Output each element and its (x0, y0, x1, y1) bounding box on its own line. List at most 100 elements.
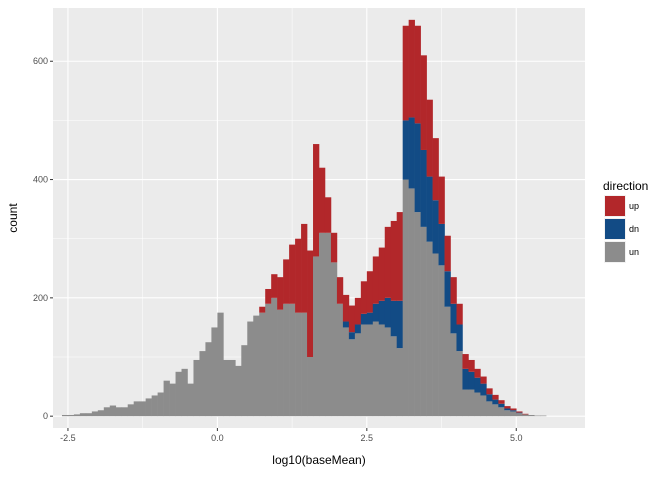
bar-un (181, 368, 188, 417)
bar-up (354, 297, 362, 325)
bar-up (360, 281, 368, 314)
bar-un (462, 389, 469, 417)
bar-dn (348, 332, 356, 340)
bar-up (498, 400, 505, 404)
bar-un (175, 371, 182, 417)
bar-un (91, 411, 99, 417)
bar-up (516, 411, 523, 413)
bar-un (354, 333, 362, 417)
bar-up (486, 388, 493, 395)
bar-un (79, 413, 87, 417)
bar-up (510, 408, 517, 411)
bar-un (169, 383, 176, 417)
bar-dn (468, 371, 475, 390)
bar-dn (510, 410, 517, 412)
bar-up (480, 376, 487, 384)
bar-up (438, 176, 445, 224)
bar-dn (372, 303, 380, 322)
bar-up (426, 99, 433, 177)
bar-un (366, 324, 374, 417)
bar-up (307, 250, 314, 358)
bar-dn (408, 117, 415, 189)
bar-dn (492, 399, 499, 405)
bar-un (301, 312, 308, 417)
bar-un (277, 309, 284, 417)
legend-label-up: up (629, 201, 639, 211)
legend-label-dn: dn (629, 224, 639, 234)
bar-un (199, 351, 206, 417)
bar-dn (390, 300, 398, 337)
bar-dn (396, 300, 403, 349)
bar-un (229, 359, 236, 417)
bar-dn (456, 324, 463, 352)
bar-un (109, 405, 117, 417)
bar-un (516, 413, 523, 417)
bar-un (283, 303, 290, 417)
bar-un (450, 333, 457, 417)
bar-up (432, 138, 439, 201)
bar-un (540, 415, 547, 417)
bar-up (319, 167, 326, 233)
bar-dn (486, 394, 493, 402)
bar-up (474, 368, 481, 378)
y-tick-label: 200 (33, 293, 48, 303)
legend: direction up dn un (603, 179, 648, 263)
bar-un (348, 339, 356, 417)
bar-up (384, 226, 392, 298)
bar-un (193, 359, 200, 417)
bar-un (480, 395, 487, 417)
bar-up (277, 277, 284, 310)
bar-un (426, 241, 433, 417)
bar-un (336, 303, 344, 417)
bar-dn (432, 200, 439, 254)
bar-up (444, 235, 451, 272)
bar-up (265, 288, 272, 304)
legend-swatch-up (605, 196, 625, 216)
bar-un (295, 312, 302, 417)
bar-un (127, 404, 134, 417)
bar-un (235, 365, 242, 417)
bar-un (444, 306, 451, 417)
histogram-bars (61, 19, 547, 417)
bar-up (372, 256, 380, 304)
bar-un (504, 410, 511, 417)
bar-up (283, 259, 290, 304)
bar-up (468, 359, 475, 372)
y-axis: 0 200 400 600 (33, 56, 53, 421)
bar-un (498, 407, 505, 417)
bar-un (384, 327, 392, 417)
bar-up (378, 247, 386, 301)
bar-up (342, 294, 350, 322)
bar-up (295, 238, 302, 313)
bar-un (97, 410, 105, 417)
x-axis-title: log10(baseMean) (272, 453, 365, 467)
bar-up (522, 413, 529, 415)
bar-dn (498, 403, 505, 408)
bar-un (474, 392, 481, 417)
bar-un (145, 398, 152, 417)
bar-up (336, 277, 344, 304)
bar-dn (450, 303, 457, 334)
bar-un (265, 303, 272, 417)
bar-un (133, 401, 140, 417)
bar-un (307, 357, 314, 417)
bar-dn (444, 271, 451, 307)
bar-up (414, 25, 421, 124)
bar-up (348, 305, 356, 333)
bar-up (330, 232, 338, 263)
bar-dn (342, 321, 350, 328)
bar-un (61, 414, 69, 417)
bar-dn (402, 120, 409, 180)
bar-dn (462, 368, 469, 390)
bar-dn (516, 412, 523, 414)
bar-up (450, 277, 457, 304)
bar-un (468, 389, 475, 417)
bar-un (271, 297, 278, 417)
bar-dn (366, 312, 374, 325)
bar-un (289, 303, 296, 417)
bar-up (492, 394, 499, 400)
bar-up (420, 55, 427, 150)
bar-un (313, 256, 320, 417)
bar-un (205, 342, 212, 417)
